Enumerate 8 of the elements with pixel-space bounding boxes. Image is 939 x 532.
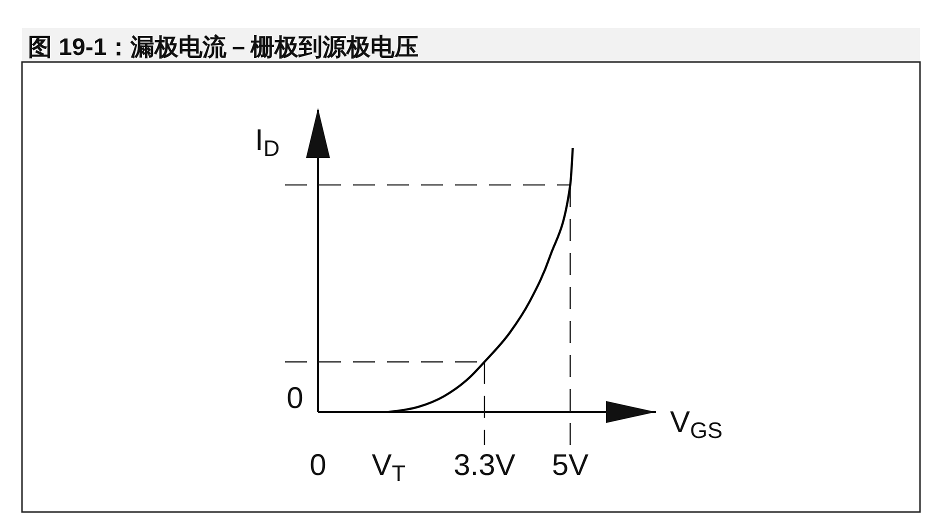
x-tick-label: 5V xyxy=(552,449,589,482)
x-axis-title: V$_{GS}$ xyxy=(670,406,723,443)
x-tick-label: 0 xyxy=(310,449,326,482)
chart-title: 图 19-1：漏极电流－栅极到源极电压 xyxy=(28,34,419,61)
x-tick-label: V$_{T}$ xyxy=(372,449,406,486)
x-tick-label: 3.3V xyxy=(454,449,516,482)
text: 0 xyxy=(286,382,304,415)
y-axis-title: I$_{D}$ xyxy=(255,124,280,161)
